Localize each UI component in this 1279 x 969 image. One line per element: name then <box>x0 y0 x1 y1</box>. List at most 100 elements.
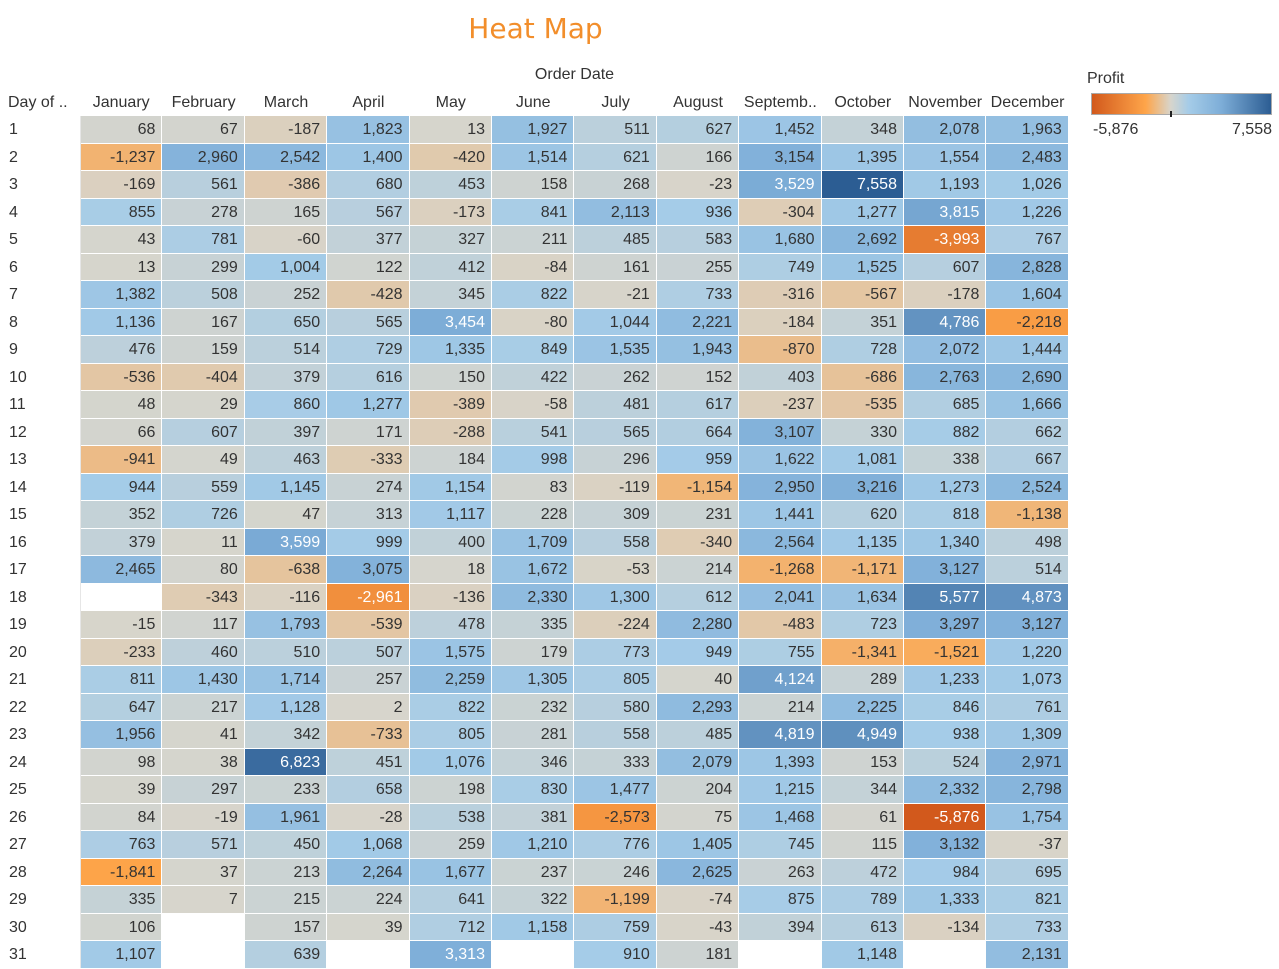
heatmap-cell[interactable]: -37 <box>986 831 1069 859</box>
heatmap-cell[interactable]: 161 <box>574 253 657 281</box>
heatmap-cell[interactable]: 1,441 <box>739 501 822 529</box>
heatmap-cell[interactable]: 1,226 <box>986 198 1069 226</box>
heatmap-cell[interactable]: 938 <box>904 721 987 749</box>
heatmap-cell[interactable]: 695 <box>986 858 1069 886</box>
heatmap-cell[interactable]: 122 <box>327 253 410 281</box>
heatmap-cell[interactable]: 1,210 <box>492 831 575 859</box>
heatmap-cell[interactable]: 1,444 <box>986 336 1069 364</box>
heatmap-cell[interactable]: 335 <box>492 611 575 639</box>
heatmap-cell[interactable]: 117 <box>162 611 245 639</box>
heatmap-cell[interactable]: 159 <box>162 336 245 364</box>
heatmap-cell[interactable]: 2,465 <box>80 556 163 584</box>
heatmap-cell[interactable]: 662 <box>986 418 1069 446</box>
heatmap-cell[interactable]: -1,237 <box>80 143 163 171</box>
heatmap-cell[interactable]: 1,622 <box>739 446 822 474</box>
heatmap-cell[interactable]: 67 <box>162 116 245 144</box>
heatmap-cell[interactable]: -428 <box>327 281 410 309</box>
heatmap-cell[interactable]: 412 <box>409 253 492 281</box>
heatmap-cell[interactable]: 1,666 <box>986 391 1069 419</box>
heatmap-cell[interactable]: 1,135 <box>821 528 904 556</box>
heatmap-cell[interactable]: 37 <box>162 858 245 886</box>
heatmap-cell[interactable]: 252 <box>244 281 328 309</box>
heatmap-cell[interactable]: -733 <box>327 721 410 749</box>
heatmap-cell[interactable]: 776 <box>574 831 657 859</box>
heatmap-cell[interactable]: 583 <box>656 226 740 254</box>
heatmap-cell[interactable]: -43 <box>656 913 740 941</box>
heatmap-cell[interactable]: -28 <box>327 803 410 831</box>
heatmap-cell[interactable]: 667 <box>986 446 1069 474</box>
heatmap-cell[interactable]: 29 <box>162 391 245 419</box>
heatmap-cell[interactable]: -870 <box>739 336 822 364</box>
heatmap-cell[interactable]: 1,393 <box>739 748 822 776</box>
heatmap-cell[interactable]: -1,138 <box>986 501 1069 529</box>
heatmap-cell[interactable]: 2,692 <box>821 226 904 254</box>
heatmap-cell[interactable]: 613 <box>821 913 904 941</box>
heatmap-cell[interactable]: 333 <box>574 748 657 776</box>
heatmap-cell[interactable]: 1,335 <box>409 336 492 364</box>
heatmap-cell[interactable]: -567 <box>821 281 904 309</box>
heatmap-cell[interactable]: -686 <box>821 363 904 391</box>
heatmap-cell[interactable]: -1,199 <box>574 886 657 914</box>
heatmap-cell[interactable]: 2,564 <box>739 528 822 556</box>
heatmap-cell[interactable]: 1,395 <box>821 143 904 171</box>
heatmap-cell[interactable]: 485 <box>574 226 657 254</box>
heatmap-cell[interactable]: 66 <box>80 418 163 446</box>
heatmap-cell[interactable]: -187 <box>244 116 328 144</box>
heatmap-cell[interactable]: 1,604 <box>986 281 1069 309</box>
heatmap-cell[interactable]: 453 <box>409 171 492 199</box>
heatmap-cell[interactable]: -343 <box>162 583 245 611</box>
heatmap-cell[interactable]: 322 <box>492 886 575 914</box>
heatmap-cell[interactable]: -1,171 <box>821 556 904 584</box>
heatmap-cell[interactable]: 3,297 <box>904 611 987 639</box>
heatmap-cell[interactable]: 485 <box>656 721 740 749</box>
heatmap-cell[interactable]: 231 <box>656 501 740 529</box>
heatmap-cell[interactable]: -340 <box>656 528 740 556</box>
heatmap-cell[interactable]: 855 <box>80 198 163 226</box>
heatmap-cell[interactable]: 6,823 <box>244 748 328 776</box>
heatmap-cell[interactable]: 538 <box>409 803 492 831</box>
heatmap-cell[interactable]: 789 <box>821 886 904 914</box>
heatmap-cell[interactable]: 179 <box>492 638 575 666</box>
heatmap-cell[interactable]: 476 <box>80 336 163 364</box>
heatmap-cell[interactable]: 4,949 <box>821 721 904 749</box>
heatmap-cell[interactable]: 2,131 <box>986 941 1069 969</box>
heatmap-cell[interactable]: 345 <box>409 281 492 309</box>
heatmap-cell[interactable]: -5,876 <box>904 803 987 831</box>
heatmap-cell[interactable]: 558 <box>574 528 657 556</box>
heatmap-cell[interactable]: -539 <box>327 611 410 639</box>
heatmap-cell[interactable]: 685 <box>904 391 987 419</box>
heatmap-cell[interactable]: 7,558 <box>821 171 904 199</box>
heatmap-cell[interactable]: 561 <box>162 171 245 199</box>
heatmap-cell[interactable]: 237 <box>492 858 575 886</box>
heatmap-cell[interactable]: -23 <box>656 171 740 199</box>
heatmap-cell[interactable]: 481 <box>574 391 657 419</box>
heatmap-cell[interactable]: 296 <box>574 446 657 474</box>
heatmap-cell[interactable]: 830 <box>492 776 575 804</box>
heatmap-cell[interactable]: 507 <box>327 638 410 666</box>
heatmap-cell[interactable]: 184 <box>409 446 492 474</box>
heatmap-cell[interactable]: 3,107 <box>739 418 822 446</box>
heatmap-cell[interactable]: 299 <box>162 253 245 281</box>
heatmap-cell[interactable]: 1,026 <box>986 171 1069 199</box>
heatmap-cell[interactable]: -316 <box>739 281 822 309</box>
heatmap-cell[interactable]: 335 <box>80 886 163 914</box>
heatmap-cell[interactable]: 39 <box>80 776 163 804</box>
heatmap-cell[interactable]: 508 <box>162 281 245 309</box>
heatmap-cell[interactable]: 150 <box>409 363 492 391</box>
heatmap-cell[interactable]: -53 <box>574 556 657 584</box>
heatmap-cell[interactable]: 346 <box>492 748 575 776</box>
heatmap-cell[interactable]: -535 <box>821 391 904 419</box>
heatmap-cell[interactable]: 822 <box>409 693 492 721</box>
heatmap-cell[interactable]: 664 <box>656 418 740 446</box>
heatmap-cell[interactable]: 733 <box>986 913 1069 941</box>
heatmap-cell[interactable]: 397 <box>244 418 328 446</box>
heatmap-cell[interactable]: 616 <box>327 363 410 391</box>
heatmap-cell[interactable]: 510 <box>244 638 328 666</box>
heatmap-cell[interactable]: 2,264 <box>327 858 410 886</box>
heatmap-cell[interactable]: -21 <box>574 281 657 309</box>
heatmap-cell[interactable]: 309 <box>574 501 657 529</box>
heatmap-cell[interactable]: 1,709 <box>492 528 575 556</box>
heatmap-cell[interactable]: 1,158 <box>492 913 575 941</box>
heatmap-cell[interactable]: 2,763 <box>904 363 987 391</box>
heatmap-cell[interactable]: 2,280 <box>656 611 740 639</box>
